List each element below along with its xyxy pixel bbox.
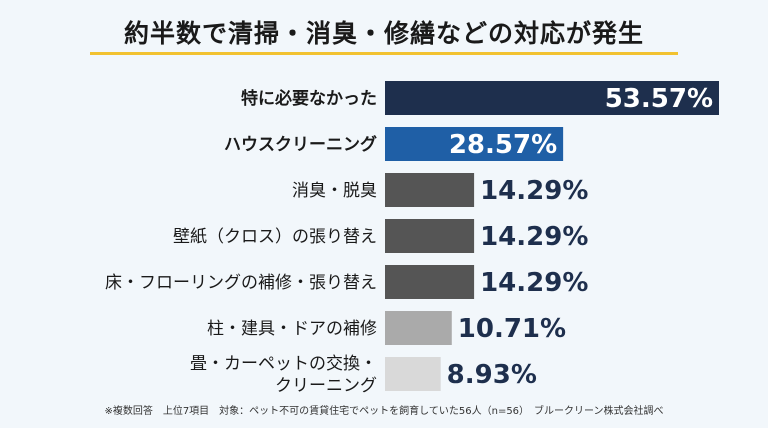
bar [385,173,475,207]
bar [385,81,719,115]
footnote: ※複数回答 上位7項目 対象：ペット不可の賃貸住宅でペットを飼育していた56人（… [104,406,664,417]
bar-chart: 特に必要なかった 53.57% ハウスクリーニング 28.57% 消臭・脱臭 14.29%… [105,81,719,396]
bar [385,219,475,253]
bar [385,357,441,391]
category-label: ハウスクリーニング [224,134,377,155]
value-label: 10.71% [458,314,566,344]
category-label: 壁紙（クロス）の張り替え [173,227,377,247]
value-label: 8.93% [447,360,537,390]
bar [385,311,452,345]
category-label: 特に必要なかった [241,88,377,109]
value-label: 14.29% [480,222,588,252]
value-label: 28.57% [449,130,557,160]
value-label: 53.57% [605,84,713,114]
category-label: 消臭・脱臭 [292,181,377,201]
bar [385,265,475,299]
category-label: 柱・建具・ドアの補修 [207,319,377,339]
title-underline [90,52,678,55]
category-label: 床・フローリングの補修・張り替え [105,273,377,293]
value-label: 14.29% [480,176,588,206]
category-label: 畳・カーペットの交換・クリーニング [190,354,377,396]
bar [385,127,564,161]
chart-title: 約半数で清掃・消臭・修繕などの対応が発生 [123,19,644,48]
value-label: 14.29% [480,268,588,298]
